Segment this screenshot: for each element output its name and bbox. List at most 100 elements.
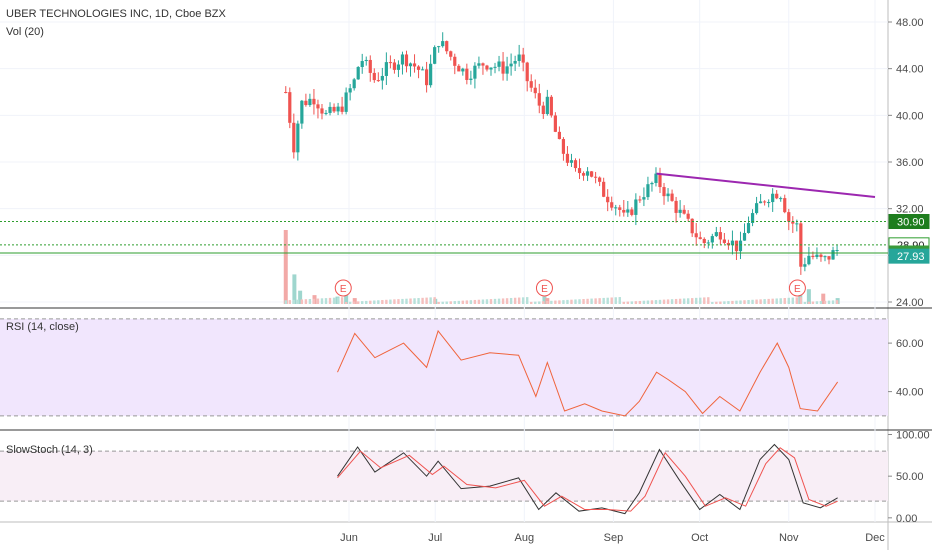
- volume-bar: [703, 297, 706, 304]
- candle-body: [324, 112, 328, 114]
- candle-body: [823, 256, 827, 258]
- volume-bar: [521, 297, 525, 304]
- candle-body: [537, 93, 541, 106]
- slowstoch-y-tick-label: 100.00: [896, 430, 930, 442]
- candle-body: [618, 207, 622, 210]
- y-tick-label: 36.00: [896, 157, 924, 169]
- volume-bar: [449, 301, 452, 304]
- candle-body: [356, 67, 360, 80]
- volume-bar: [678, 298, 682, 304]
- candle-body: [521, 54, 525, 63]
- volume-bar: [356, 301, 360, 304]
- y-tick-label: 24.00: [896, 297, 924, 309]
- candle-body: [489, 67, 493, 70]
- candle-body: [533, 87, 537, 94]
- rsi-y-tick-label: 40.00: [896, 387, 924, 399]
- candle-body: [654, 173, 658, 183]
- volume-bar: [405, 298, 408, 304]
- rsi-y-tick-label: 60.00: [896, 338, 924, 350]
- candle-body: [420, 69, 425, 71]
- candle-body: [344, 92, 348, 112]
- slowstoch-legend[interactable]: SlowStoch (14, 3): [6, 444, 93, 456]
- slowstoch-band: [0, 451, 888, 502]
- volume-bar: [425, 297, 428, 304]
- volume-bar: [735, 300, 738, 304]
- candle-body: [803, 264, 807, 267]
- rsi-legend[interactable]: RSI (14, close): [6, 321, 79, 333]
- candle-body: [585, 171, 590, 176]
- candle-body: [445, 41, 449, 52]
- volume-bar: [622, 301, 625, 304]
- volume-bar: [461, 300, 465, 304]
- volume-bar: [578, 299, 581, 304]
- candle-body: [320, 108, 324, 114]
- volume-bar: [690, 298, 694, 304]
- volume-bar: [763, 299, 766, 304]
- volume-bar: [586, 298, 589, 304]
- volume-bar: [686, 298, 690, 304]
- volume-bar: [775, 298, 778, 304]
- volume-bar: [719, 301, 722, 304]
- candle-body: [481, 63, 485, 66]
- volume-bar: [288, 300, 291, 304]
- earnings-marker: [788, 279, 806, 297]
- candle-body: [412, 63, 417, 67]
- volume-bar: [582, 299, 585, 304]
- candle-body: [288, 92, 292, 123]
- volume-bar: [328, 297, 332, 304]
- candle-body: [461, 68, 465, 72]
- volume-bar: [795, 297, 799, 304]
- candle-body: [308, 98, 312, 106]
- y-tick-label: 32.00: [896, 204, 924, 216]
- volume-bar: [324, 298, 328, 304]
- volume-bar: [574, 299, 577, 304]
- slowstoch-y-tick-label: 50.00: [896, 471, 924, 483]
- candle-body: [682, 209, 686, 214]
- candle-body: [783, 198, 787, 213]
- price-level-label: 27.93: [897, 251, 925, 263]
- candle-body: [658, 173, 662, 188]
- volume-bar: [670, 299, 674, 304]
- volume-bar: [799, 297, 803, 304]
- candle-body: [336, 106, 340, 112]
- symbol-title[interactable]: UBER TECHNOLOGIES INC, 1D, Cboe BZX: [6, 8, 226, 20]
- volume-bar: [723, 301, 726, 304]
- candle-body: [646, 184, 650, 198]
- volume-bar: [650, 300, 654, 304]
- candle-body: [706, 242, 710, 244]
- volume-bar: [815, 301, 819, 304]
- volume-bar: [469, 300, 473, 304]
- volume-bar: [283, 230, 288, 304]
- candle-body: [292, 122, 296, 153]
- rsi-series-line: [337, 329, 839, 417]
- volume-bar: [298, 290, 303, 304]
- candle-body: [819, 254, 823, 258]
- volume-bar: [807, 301, 811, 304]
- volume-bar: [759, 299, 762, 304]
- candle-body: [690, 218, 694, 234]
- candle-body: [332, 106, 336, 112]
- candle-body: [408, 63, 413, 67]
- candle-body: [835, 250, 839, 252]
- candle-body: [352, 79, 356, 89]
- candle-body: [509, 63, 513, 67]
- candle-body: [304, 100, 308, 106]
- candle-body: [779, 198, 783, 200]
- volume-bar: [771, 298, 774, 304]
- volume-bar: [497, 298, 501, 304]
- candle-body: [569, 160, 574, 163]
- candle-body: [396, 64, 401, 70]
- candle-body: [465, 68, 469, 80]
- candle-body: [565, 153, 570, 163]
- volume-bar: [332, 297, 336, 304]
- volume-legend[interactable]: Vol (20): [6, 26, 44, 38]
- volume-bar: [658, 299, 662, 304]
- candle-body: [754, 203, 759, 214]
- candle-body: [670, 193, 674, 201]
- candle-body: [662, 187, 666, 197]
- candle-body: [380, 75, 384, 81]
- candle-body: [626, 209, 630, 213]
- volume-bar: [682, 298, 686, 304]
- candle-body: [553, 115, 557, 132]
